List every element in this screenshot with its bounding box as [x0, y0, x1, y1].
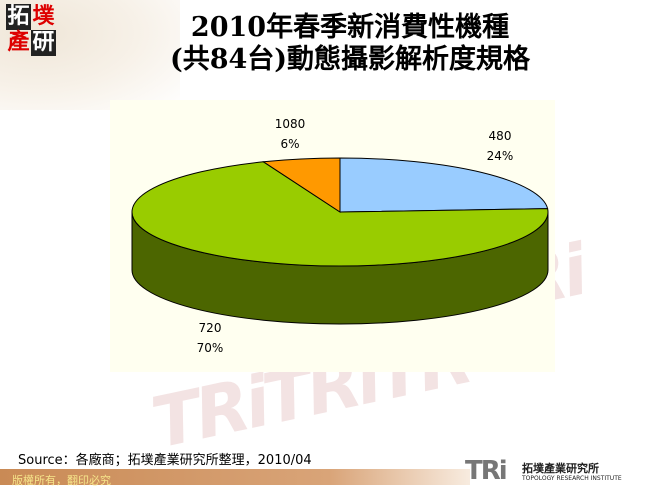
page-title: 2010年春季新消費性機種 (共84台)動態攝影解析度規格	[140, 12, 560, 76]
logo: 拓墣 產研	[6, 4, 58, 56]
pie-slice-480	[339, 157, 549, 213]
data-label-percent: 6%	[280, 137, 299, 151]
logo-char: 產	[7, 30, 30, 55]
logo-char: 拓	[6, 4, 31, 30]
footer-bar: 版權所有，翻印必究	[0, 469, 470, 487]
brand-name-cn: 拓墣產業研究所	[522, 462, 599, 475]
source-note: Source：各廠商；拓墣產業研究所整理，2010/04	[18, 453, 312, 468]
data-label-category: 1080	[275, 117, 306, 131]
chart-plot-area: 480 24% 720 70% 1080 6%	[110, 100, 555, 372]
title-line-1: 2010年春季新消費性機種	[190, 12, 510, 43]
copyright-text: 版權所有，翻印必究	[12, 474, 111, 487]
brand-name-en: TOPOLOGY RESEARCH INSTITUTE	[522, 475, 622, 482]
logo-char: 墣	[32, 4, 55, 29]
pie-slice-1080	[261, 157, 341, 213]
data-label-percent: 24%	[487, 149, 514, 163]
data-label-category: 720	[199, 321, 222, 335]
brand-mark: TRi	[465, 456, 508, 486]
pie-chart: 480 24% 720 70% 1080 6%	[131, 117, 549, 355]
logo-char: 研	[31, 30, 56, 56]
data-label-category: 480	[489, 129, 512, 143]
pie-slice-720	[131, 161, 549, 267]
title-line-2: (共84台)動態攝影解析度規格	[169, 44, 531, 75]
data-label-percent: 70%	[197, 341, 224, 355]
